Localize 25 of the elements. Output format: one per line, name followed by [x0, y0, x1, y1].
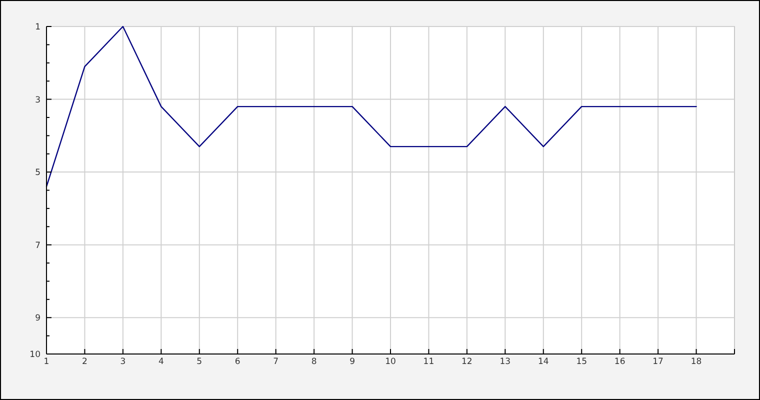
y-tick-label: 5: [35, 168, 40, 178]
x-tick-label: 3: [120, 357, 126, 368]
x-tick-label: 11: [423, 357, 434, 368]
x-tick-label: 5: [196, 357, 202, 368]
x-tick-label: 10: [385, 357, 396, 368]
x-tick-label: 16: [614, 357, 626, 368]
x-tick-label: 18: [690, 357, 702, 368]
y-tick-label: 10: [30, 350, 40, 360]
x-tick-label: 15: [576, 357, 588, 368]
x-tick-label: 7: [273, 357, 279, 368]
x-tick-label: 12: [462, 357, 472, 368]
x-tick-label: 6: [234, 357, 240, 368]
x-tick-label: 1: [44, 357, 50, 368]
x-tick-label: 2: [82, 357, 88, 368]
y-tick-label: 1: [35, 22, 40, 32]
x-tick-label: 14: [538, 357, 549, 368]
x-tick-label: 8: [311, 357, 317, 368]
x-tick-label: 17: [652, 357, 664, 368]
y-tick-label: 3: [35, 95, 40, 106]
x-tick-label: 13: [500, 357, 511, 368]
x-tick-label: 4: [158, 357, 164, 368]
x-tick-label: 9: [350, 357, 355, 368]
line-series: [46, 26, 697, 188]
y-tick-label: 9: [35, 314, 40, 324]
y-tick-label: 7: [35, 240, 40, 251]
